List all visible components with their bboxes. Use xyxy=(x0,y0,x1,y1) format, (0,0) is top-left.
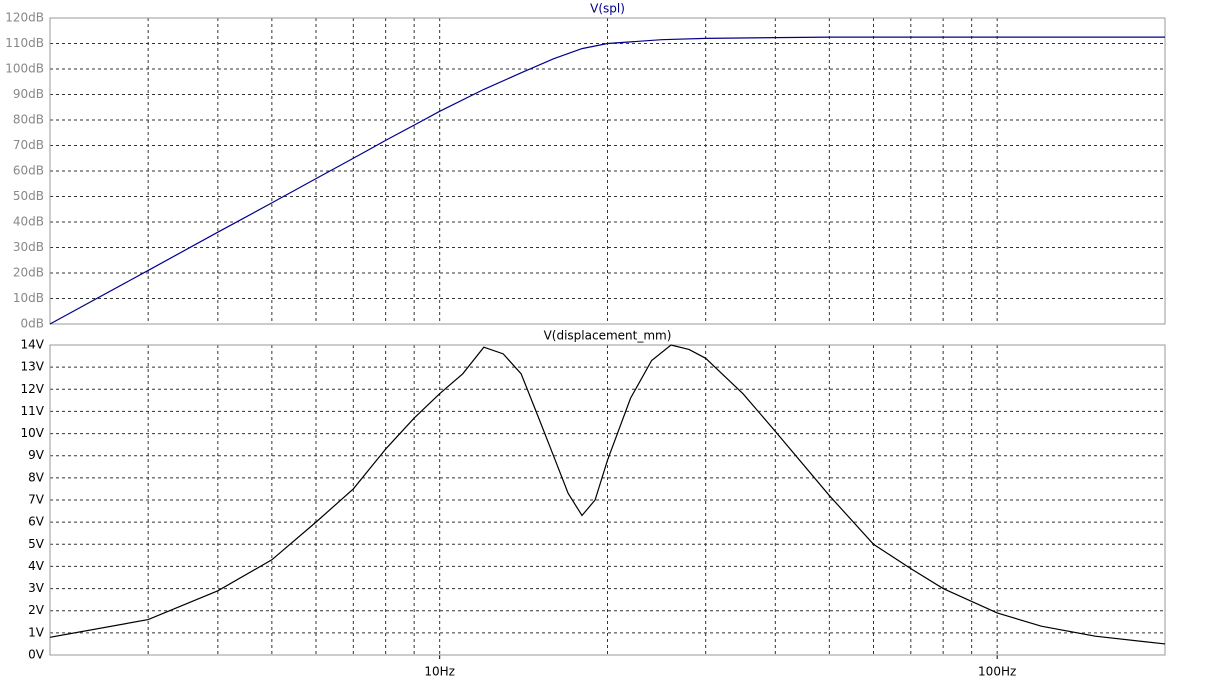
y-tick-label: 14V xyxy=(21,338,45,352)
x-tick-label: 100Hz xyxy=(978,665,1016,679)
y-tick-label: 90dB xyxy=(13,87,44,101)
y-tick-label: 0V xyxy=(28,648,45,662)
panel: 0dB 10dB 20dB 30dB 40dB 50dB 60dB 70dB 80dB 90dB 1… xyxy=(5,2,1166,331)
y-tick-label: 11V xyxy=(21,404,45,418)
y-tick-label: 100dB xyxy=(5,62,44,76)
y-tick-label: 30dB xyxy=(13,240,44,254)
y-tick-label: 2V xyxy=(28,603,45,617)
y-tick-label: 10V xyxy=(21,426,45,440)
y-tick-label: 7V xyxy=(28,493,45,507)
series-line xyxy=(49,344,1166,645)
y-tick-label: 3V xyxy=(28,581,45,595)
x-tick-label: 10Hz xyxy=(424,665,455,679)
y-tick-label: 80dB xyxy=(13,113,44,127)
y-tick-label: 6V xyxy=(28,515,45,529)
y-tick-label: 4V xyxy=(28,559,45,573)
y-tick-label: 13V xyxy=(21,360,45,374)
y-tick-label: 12V xyxy=(21,382,45,396)
panel: 0V 1V 2V 3V 4V 5V 6V 7V 8V 9V 10V 11V 12V 13V 14V 10Hz 1… xyxy=(21,329,1166,679)
trace-name: V(spl) xyxy=(590,2,625,16)
y-tick-label: 110dB xyxy=(5,36,44,50)
y-tick-label: 50dB xyxy=(13,189,44,203)
y-tick-label: 9V xyxy=(28,448,45,462)
y-tick-label: 60dB xyxy=(13,164,44,178)
plot-frame xyxy=(49,17,1166,325)
y-tick-label: 0dB xyxy=(21,317,44,331)
y-tick-label: 1V xyxy=(28,625,45,639)
y-tick-label: 20dB xyxy=(13,266,44,280)
series-line xyxy=(49,36,1165,325)
y-tick-label: 120dB xyxy=(5,11,44,25)
plot-frame xyxy=(49,344,1166,656)
y-tick-label: 10dB xyxy=(13,291,44,305)
y-tick-label: 70dB xyxy=(13,138,44,152)
y-tick-label: 40dB xyxy=(13,215,44,229)
y-tick-label: 8V xyxy=(28,470,45,484)
y-tick-label: 5V xyxy=(28,537,45,551)
trace-name: V(displacement_mm) xyxy=(544,329,672,343)
